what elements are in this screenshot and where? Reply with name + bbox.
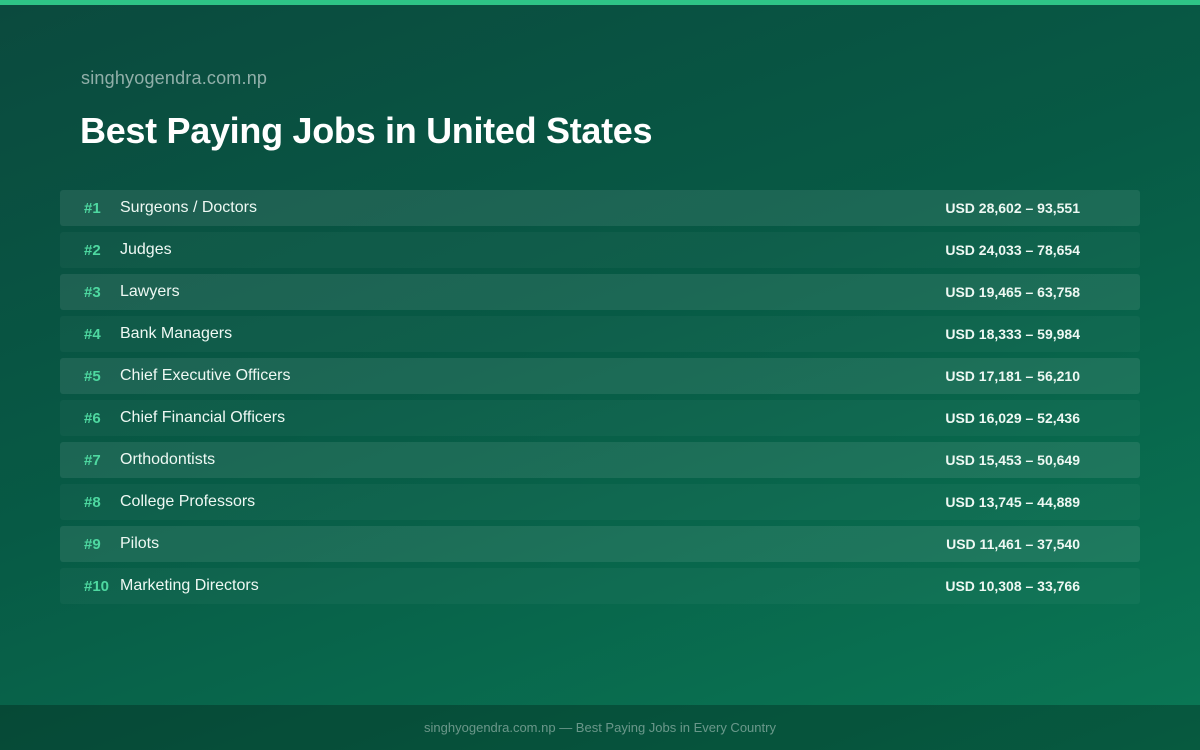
job-row: #9 Pilots USD 11,461 – 37,540 <box>60 526 1140 562</box>
job-salary: USD 17,181 – 56,210 <box>945 368 1080 384</box>
job-title: Marketing Directors <box>120 577 259 594</box>
job-title: Judges <box>120 241 172 258</box>
job-rank: #2 <box>84 241 101 259</box>
job-salary: USD 24,033 – 78,654 <box>945 242 1080 258</box>
job-title: Chief Financial Officers <box>120 409 286 426</box>
job-rank: #3 <box>84 283 101 301</box>
job-title: Lawyers <box>120 283 180 300</box>
page-title: Best Paying Jobs in United States <box>80 110 653 151</box>
job-title: Bank Managers <box>120 325 233 342</box>
job-rank: #5 <box>84 367 101 385</box>
job-salary: USD 19,465 – 63,758 <box>945 284 1080 300</box>
job-title: Pilots <box>120 535 160 552</box>
site-name: singhyogendra.com.np <box>81 68 268 88</box>
job-row: #7 Orthodontists USD 15,453 – 50,649 <box>60 442 1140 478</box>
job-title: Chief Executive Officers <box>120 367 291 384</box>
job-row: #6 Chief Financial Officers USD 16,029 –… <box>60 400 1140 436</box>
job-rank: #8 <box>84 493 101 511</box>
job-salary: USD 18,333 – 59,984 <box>945 326 1080 342</box>
job-salary: USD 28,602 – 93,551 <box>945 200 1080 216</box>
job-salary: USD 10,308 – 33,766 <box>945 578 1080 594</box>
job-salary: USD 16,029 – 52,436 <box>945 410 1080 426</box>
job-title: College Professors <box>120 493 256 510</box>
job-row: #10 Marketing Directors USD 10,308 – 33,… <box>60 568 1140 604</box>
job-rank: #6 <box>84 409 101 427</box>
job-title: Surgeons / Doctors <box>120 199 257 216</box>
job-rank: #7 <box>84 451 101 469</box>
job-rank: #9 <box>84 535 101 553</box>
footer: singhyogendra.com.np — Best Paying Jobs … <box>0 705 1200 750</box>
job-row: #8 College Professors USD 13,745 – 44,88… <box>60 484 1140 520</box>
job-rank: #1 <box>84 199 101 217</box>
job-salary: USD 13,745 – 44,889 <box>945 494 1080 510</box>
job-salary: USD 11,461 – 37,540 <box>946 536 1080 552</box>
footer-text: singhyogendra.com.np — Best Paying Jobs … <box>424 720 776 735</box>
job-salary: USD 15,453 – 50,649 <box>945 452 1080 468</box>
job-row: #2 Judges USD 24,033 – 78,654 <box>60 232 1140 268</box>
job-rank: #4 <box>84 325 101 343</box>
job-row: #3 Lawyers USD 19,465 – 63,758 <box>60 274 1140 310</box>
job-row: #1 Surgeons / Doctors USD 28,602 – 93,55… <box>60 190 1140 226</box>
top-accent-bar <box>0 0 1200 5</box>
job-row: #4 Bank Managers USD 18,333 – 59,984 <box>60 316 1140 352</box>
job-row: #5 Chief Executive Officers USD 17,181 –… <box>60 358 1140 394</box>
job-list: #1 Surgeons / Doctors USD 28,602 – 93,55… <box>60 190 1140 610</box>
job-title: Orthodontists <box>120 451 216 468</box>
job-rank: #10 <box>84 577 110 595</box>
